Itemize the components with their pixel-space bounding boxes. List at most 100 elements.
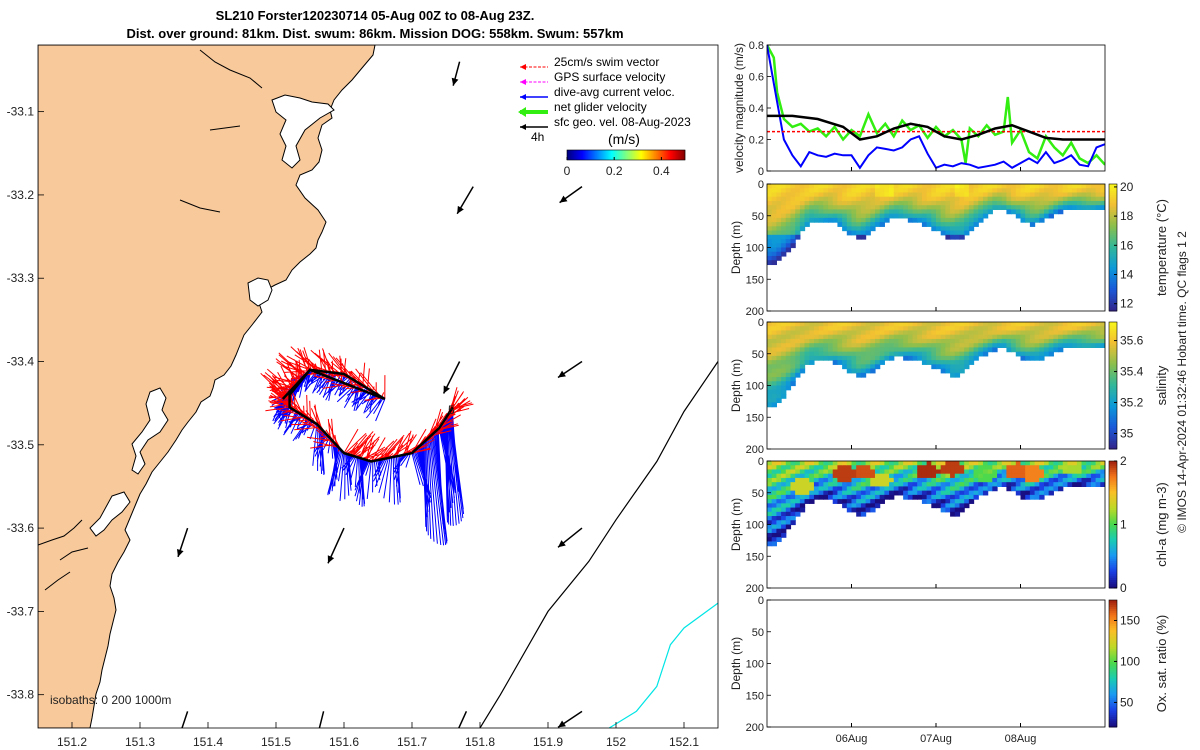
profile-cell [987, 486, 993, 492]
profile-colorbar-cell [1109, 577, 1117, 581]
profile-cell [1015, 461, 1022, 466]
profile-cell [1081, 326, 1087, 332]
profile-cell [907, 338, 914, 344]
profile-cell [790, 347, 796, 353]
profile-cell [851, 322, 857, 327]
profile-colorbar-tick-label: 14 [1120, 268, 1134, 282]
profile-cell [1086, 200, 1092, 206]
profile-cell [1039, 184, 1045, 189]
profile-cell [828, 213, 834, 219]
profile-cell [945, 326, 951, 332]
colorbar-cell [668, 150, 670, 160]
profile-cell [1053, 461, 1059, 466]
colorbar-cell [604, 150, 606, 160]
profile-cell [781, 503, 787, 509]
profile-cell [964, 322, 970, 327]
profile-cell [1020, 188, 1026, 194]
profile-cell [926, 222, 932, 227]
profile-cell [837, 322, 843, 327]
profile-cell [870, 469, 876, 475]
profile-cell [781, 196, 787, 202]
profile-cell [959, 461, 965, 466]
y-tick-label: -33.4 [7, 355, 35, 369]
profile-cell [954, 205, 961, 210]
profile-cell [964, 209, 970, 215]
profile-cell [1048, 338, 1054, 344]
profile-cell [1058, 482, 1064, 487]
profile-cell [945, 503, 951, 509]
profile-cell [856, 226, 862, 232]
profile-cell [884, 200, 890, 206]
profile-cell [945, 486, 951, 492]
profile-cell [856, 334, 862, 340]
profile-cell [790, 511, 796, 517]
profile-cell [1053, 482, 1059, 487]
profile-cell [771, 469, 777, 475]
profile-cell [940, 330, 946, 336]
colorbar-cell [674, 150, 676, 160]
profile-cell [973, 486, 979, 492]
profile-colorbar-cell [1109, 266, 1117, 270]
profile-cell [776, 499, 782, 504]
profile-cell [964, 184, 970, 189]
profile-cell [776, 477, 782, 483]
profile-cell [1015, 343, 1022, 348]
profile-cell [823, 205, 829, 210]
profile-cell [964, 200, 970, 206]
profile-colorbar-cell [1109, 691, 1117, 694]
profile-cell [856, 503, 862, 509]
profile-colorbar-cell [1109, 501, 1117, 504]
profile-cell [997, 205, 1003, 210]
profile-cell [1006, 343, 1012, 348]
profile-cell [776, 490, 782, 496]
profile-cell [898, 477, 904, 483]
profile-cell [959, 184, 965, 189]
profile-colorbar-cell [1109, 400, 1117, 403]
profile-cell [776, 184, 782, 189]
profile-cell [874, 486, 881, 492]
profile-cell [1020, 469, 1026, 475]
profile-cell [771, 355, 777, 361]
profile-cell [1081, 338, 1087, 344]
profile-cell [776, 222, 782, 227]
profile-cell [1020, 217, 1026, 223]
profile-cell [870, 200, 876, 206]
profile-cell [870, 222, 876, 227]
profile-cell [936, 188, 942, 194]
profile-cell [804, 477, 810, 483]
profile-cell [987, 209, 993, 215]
profile-cell [795, 209, 801, 215]
profile-cell [832, 465, 839, 471]
profile-cell [893, 486, 900, 492]
profile-cell [1039, 200, 1045, 206]
profile-cell [898, 330, 904, 336]
profile-colorbar-cell [1109, 695, 1117, 698]
profile-cell [1001, 469, 1008, 475]
profile-cell [828, 477, 834, 483]
profile-colorbar-tick-label: 16 [1120, 238, 1134, 252]
profile-cell [1006, 188, 1012, 194]
profile-cell [1029, 461, 1036, 466]
profile-cell [818, 213, 824, 219]
colorbar-cell [657, 150, 659, 160]
profile-cell [1062, 196, 1069, 202]
profile-y-tick-label: 200 [746, 444, 764, 456]
profile-cell [856, 330, 862, 336]
profile-cell [842, 184, 848, 189]
colorbar-tick-label: 0 [564, 164, 571, 178]
profile-cell [1034, 205, 1040, 210]
profile-colorbar-cell [1109, 398, 1117, 401]
profile-cell [851, 192, 857, 198]
profile-cell [1062, 461, 1069, 466]
profile-cell [771, 537, 777, 543]
profile-cell [954, 507, 961, 513]
profile-cell [832, 196, 839, 202]
profile-cell [870, 188, 876, 194]
profile-cell [997, 343, 1003, 348]
profile-colorbar-cell [1109, 623, 1117, 626]
profile-cell [1095, 461, 1101, 466]
profile-cell [1015, 334, 1022, 340]
profile-cell [973, 188, 979, 194]
time-axis: 06Aug 07Aug 08Aug [836, 733, 1037, 745]
profile-cell [1039, 213, 1045, 219]
